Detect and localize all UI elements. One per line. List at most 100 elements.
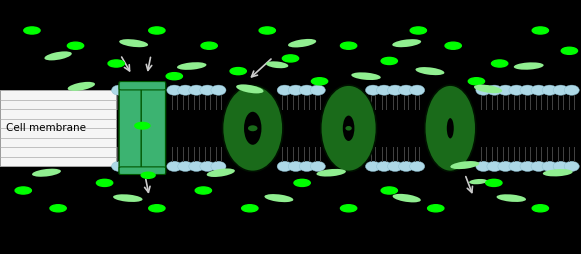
Ellipse shape [450, 161, 479, 169]
Ellipse shape [317, 169, 346, 177]
Ellipse shape [67, 82, 95, 91]
Ellipse shape [476, 161, 491, 171]
Circle shape [311, 78, 328, 85]
Ellipse shape [514, 62, 544, 70]
Ellipse shape [399, 85, 414, 95]
Ellipse shape [277, 161, 292, 171]
Circle shape [428, 205, 444, 212]
Ellipse shape [112, 85, 127, 95]
Ellipse shape [310, 85, 325, 95]
Ellipse shape [376, 161, 392, 171]
Ellipse shape [487, 161, 502, 171]
Ellipse shape [498, 85, 513, 95]
Circle shape [445, 42, 461, 49]
Ellipse shape [189, 161, 204, 171]
Ellipse shape [365, 161, 381, 171]
Ellipse shape [299, 85, 314, 95]
Ellipse shape [352, 72, 381, 80]
Ellipse shape [498, 161, 513, 171]
Ellipse shape [112, 161, 127, 171]
Circle shape [492, 60, 508, 67]
Circle shape [201, 42, 217, 49]
FancyBboxPatch shape [141, 82, 166, 174]
Ellipse shape [447, 118, 454, 138]
Ellipse shape [469, 179, 487, 184]
Ellipse shape [410, 161, 425, 171]
Circle shape [135, 122, 150, 129]
Ellipse shape [393, 194, 421, 202]
Ellipse shape [520, 85, 535, 95]
Circle shape [149, 27, 165, 34]
Ellipse shape [178, 161, 193, 171]
Circle shape [96, 179, 113, 186]
Ellipse shape [509, 161, 524, 171]
FancyBboxPatch shape [119, 82, 166, 90]
Ellipse shape [264, 194, 293, 202]
Ellipse shape [211, 161, 226, 171]
FancyBboxPatch shape [119, 82, 144, 174]
Ellipse shape [388, 161, 403, 171]
Circle shape [15, 187, 31, 194]
Circle shape [294, 179, 310, 186]
Ellipse shape [564, 161, 579, 171]
Circle shape [230, 68, 246, 75]
Circle shape [141, 172, 155, 178]
Ellipse shape [542, 161, 557, 171]
Ellipse shape [365, 85, 381, 95]
Circle shape [67, 42, 84, 49]
Ellipse shape [487, 85, 502, 95]
Circle shape [195, 187, 211, 194]
Ellipse shape [392, 39, 421, 47]
Ellipse shape [178, 85, 193, 95]
Ellipse shape [207, 168, 235, 177]
Ellipse shape [310, 161, 325, 171]
Circle shape [532, 27, 548, 34]
Ellipse shape [288, 161, 303, 171]
Ellipse shape [388, 85, 403, 95]
Ellipse shape [299, 161, 314, 171]
Circle shape [50, 205, 66, 212]
Ellipse shape [564, 85, 579, 95]
Ellipse shape [474, 85, 502, 93]
Circle shape [532, 205, 548, 212]
Ellipse shape [520, 161, 535, 171]
Circle shape [468, 78, 485, 85]
FancyBboxPatch shape [119, 167, 166, 174]
Ellipse shape [167, 85, 182, 95]
Ellipse shape [44, 51, 72, 60]
FancyBboxPatch shape [0, 90, 116, 166]
Ellipse shape [32, 169, 61, 177]
Ellipse shape [167, 161, 182, 171]
Circle shape [410, 27, 426, 34]
Ellipse shape [345, 126, 352, 131]
Ellipse shape [244, 112, 261, 145]
Ellipse shape [200, 161, 215, 171]
Ellipse shape [553, 161, 568, 171]
Ellipse shape [376, 85, 392, 95]
Circle shape [166, 73, 182, 80]
Ellipse shape [509, 85, 524, 95]
Circle shape [149, 205, 165, 212]
Ellipse shape [211, 85, 226, 95]
Ellipse shape [321, 85, 376, 171]
Ellipse shape [248, 125, 257, 131]
Circle shape [340, 205, 357, 212]
Ellipse shape [531, 161, 546, 171]
Ellipse shape [189, 85, 204, 95]
Circle shape [486, 179, 502, 186]
Ellipse shape [266, 61, 288, 68]
Ellipse shape [200, 85, 215, 95]
Circle shape [381, 57, 397, 65]
Ellipse shape [177, 62, 206, 70]
Circle shape [24, 27, 40, 34]
Ellipse shape [476, 85, 491, 95]
Ellipse shape [399, 161, 414, 171]
Ellipse shape [531, 85, 546, 95]
Circle shape [381, 187, 397, 194]
Text: Cell membrane: Cell membrane [6, 123, 86, 133]
Ellipse shape [553, 85, 568, 95]
Ellipse shape [415, 67, 444, 75]
Ellipse shape [223, 85, 283, 171]
Ellipse shape [542, 85, 557, 95]
Ellipse shape [410, 85, 425, 95]
